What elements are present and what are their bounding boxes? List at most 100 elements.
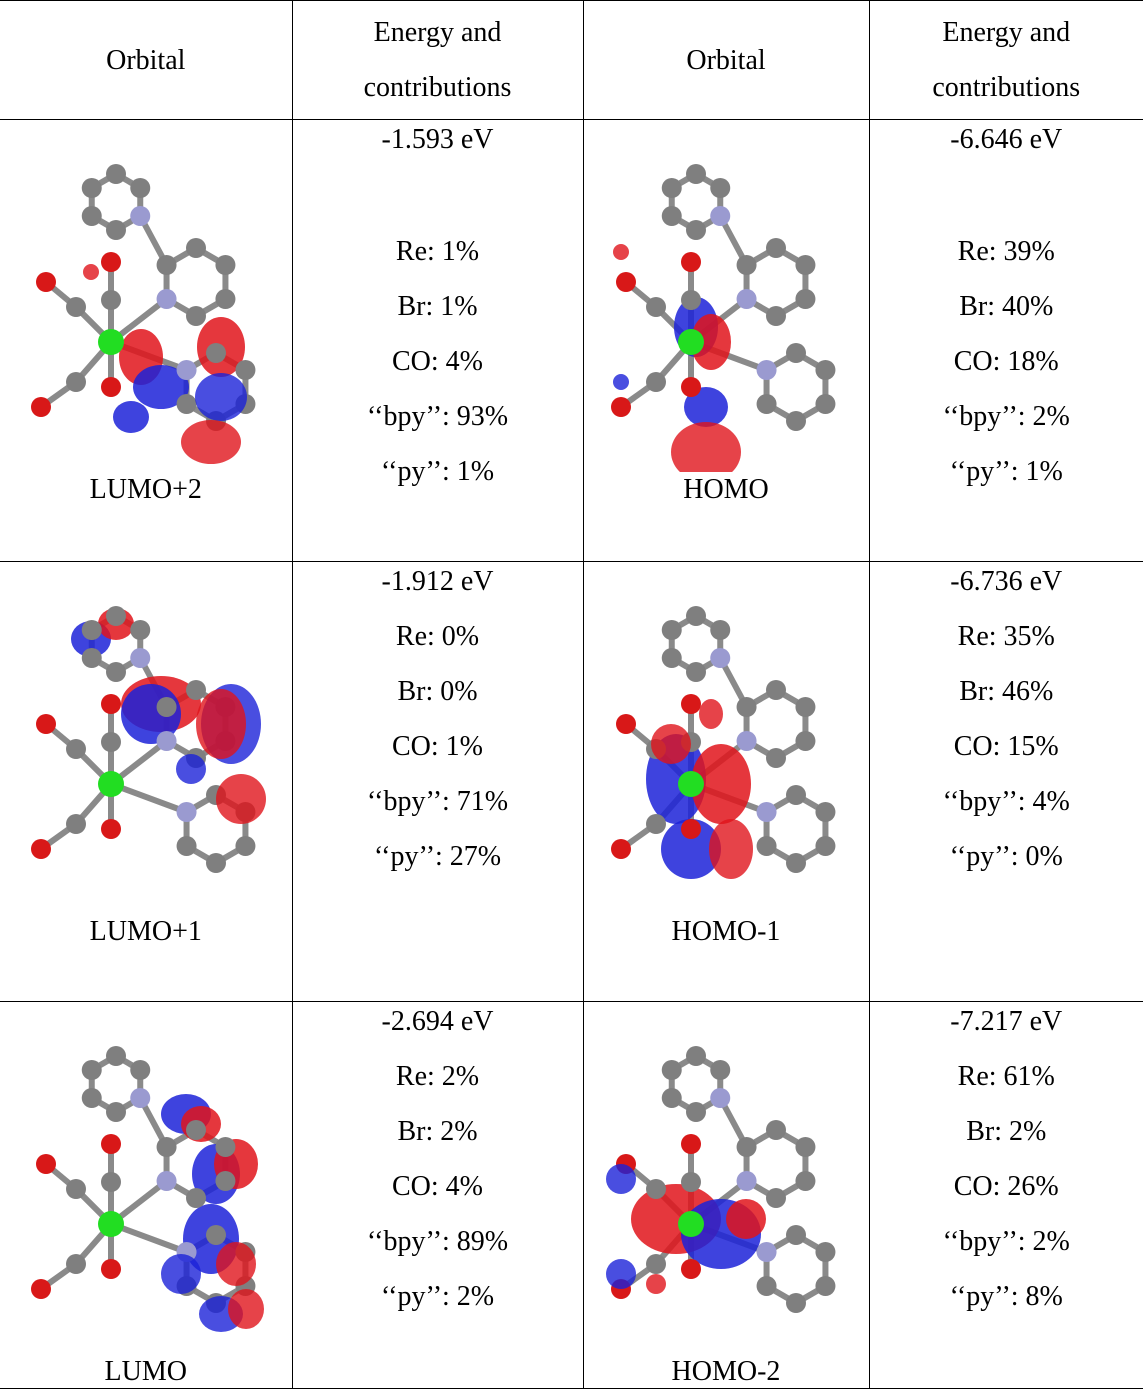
atom (681, 290, 701, 310)
orbital-label: LUMO+1 (90, 916, 202, 948)
orbital-lobe (699, 699, 723, 729)
orbital-lobe (613, 244, 629, 260)
orbital-lobe (83, 264, 99, 280)
atom (156, 255, 176, 275)
atom (766, 1188, 786, 1208)
atom (737, 697, 757, 717)
contribution: ‘‘py’’: 0% (870, 829, 1143, 884)
atom (206, 1225, 226, 1245)
atom (101, 694, 121, 714)
atom (130, 206, 150, 226)
atom (710, 178, 730, 198)
atom (36, 714, 56, 734)
orbital-box: LUMO+2 (0, 120, 292, 506)
atom (737, 731, 757, 751)
atom (646, 372, 666, 392)
contribution: Br: 40% (870, 279, 1143, 334)
atom (98, 329, 124, 355)
atom (686, 1046, 706, 1066)
page: Orbital Energy and contributions Orbital… (0, 0, 1143, 1387)
atom (737, 1137, 757, 1157)
orbital-lobe (196, 689, 246, 759)
atom (766, 238, 786, 258)
atom (786, 1293, 806, 1313)
orbital-box: HOMO-1 (584, 562, 869, 948)
atom (662, 648, 682, 668)
atom (106, 1046, 126, 1066)
atom (710, 648, 730, 668)
orbital-cell: HOMO-2 (583, 1002, 869, 1389)
orbital-lobe (161, 1254, 201, 1294)
atom (176, 360, 196, 380)
atom (678, 329, 704, 355)
atom (815, 394, 835, 414)
orbital-box: LUMO+1 (0, 562, 292, 948)
atom (82, 206, 102, 226)
orbital-label: HOMO-2 (672, 1356, 781, 1388)
atom (737, 1171, 757, 1191)
orbital-lobe (176, 754, 206, 784)
contribution: ‘‘bpy’’: 93% (293, 389, 583, 444)
atom (766, 680, 786, 700)
atom (31, 1279, 51, 1299)
atom (686, 1102, 706, 1122)
atom (82, 178, 102, 198)
contribution: Br: 2% (870, 1104, 1143, 1159)
orbital-cell: HOMO (583, 120, 869, 562)
header-text: Orbital (626, 33, 826, 88)
atom (766, 306, 786, 326)
atom (130, 620, 150, 640)
atom (186, 680, 206, 700)
orbital-lobe (216, 774, 266, 824)
atom (206, 343, 226, 363)
atom (795, 731, 815, 751)
atom (611, 839, 631, 859)
atom (215, 1137, 235, 1157)
energy-value: -2.694 eV (293, 994, 583, 1049)
orbital-cell: LUMO+2 (0, 120, 292, 562)
contribution: ‘‘py’’: 27% (293, 829, 583, 884)
atom (662, 1088, 682, 1108)
energy-value: -6.736 eV (870, 554, 1143, 609)
header-text: Energy and contributions (906, 5, 1106, 115)
contribution: ‘‘bpy’’: 2% (870, 389, 1143, 444)
header-text: Energy and contributions (338, 5, 538, 115)
orbital-lobe (216, 1242, 256, 1286)
contribution: Re: 2% (293, 1049, 583, 1104)
atom (710, 206, 730, 226)
atom (681, 1134, 701, 1154)
atom (795, 1137, 815, 1157)
atom (31, 839, 51, 859)
orbital-image (601, 1024, 851, 1354)
atom (106, 164, 126, 184)
atom (82, 1088, 102, 1108)
atom (646, 1179, 666, 1199)
atom (176, 394, 196, 414)
orbital-image (21, 142, 271, 472)
atom (82, 648, 102, 668)
atom (106, 220, 126, 240)
atom (737, 255, 757, 275)
atom (156, 697, 176, 717)
contribution: ‘‘bpy’’: 71% (293, 774, 583, 829)
atom (815, 1276, 835, 1296)
atom (681, 694, 701, 714)
atom (215, 255, 235, 275)
atom (31, 397, 51, 417)
orbital-image (601, 142, 851, 472)
atom (130, 648, 150, 668)
atom (156, 731, 176, 751)
orbital-lobe (613, 374, 629, 390)
atom (36, 1154, 56, 1174)
atom (66, 297, 86, 317)
atom (662, 206, 682, 226)
atom (36, 272, 56, 292)
atom (681, 1172, 701, 1192)
atom (757, 394, 777, 414)
header-cell: Orbital (0, 1, 292, 120)
contribution: ‘‘bpy’’: 2% (870, 1214, 1143, 1269)
atom (66, 1254, 86, 1274)
